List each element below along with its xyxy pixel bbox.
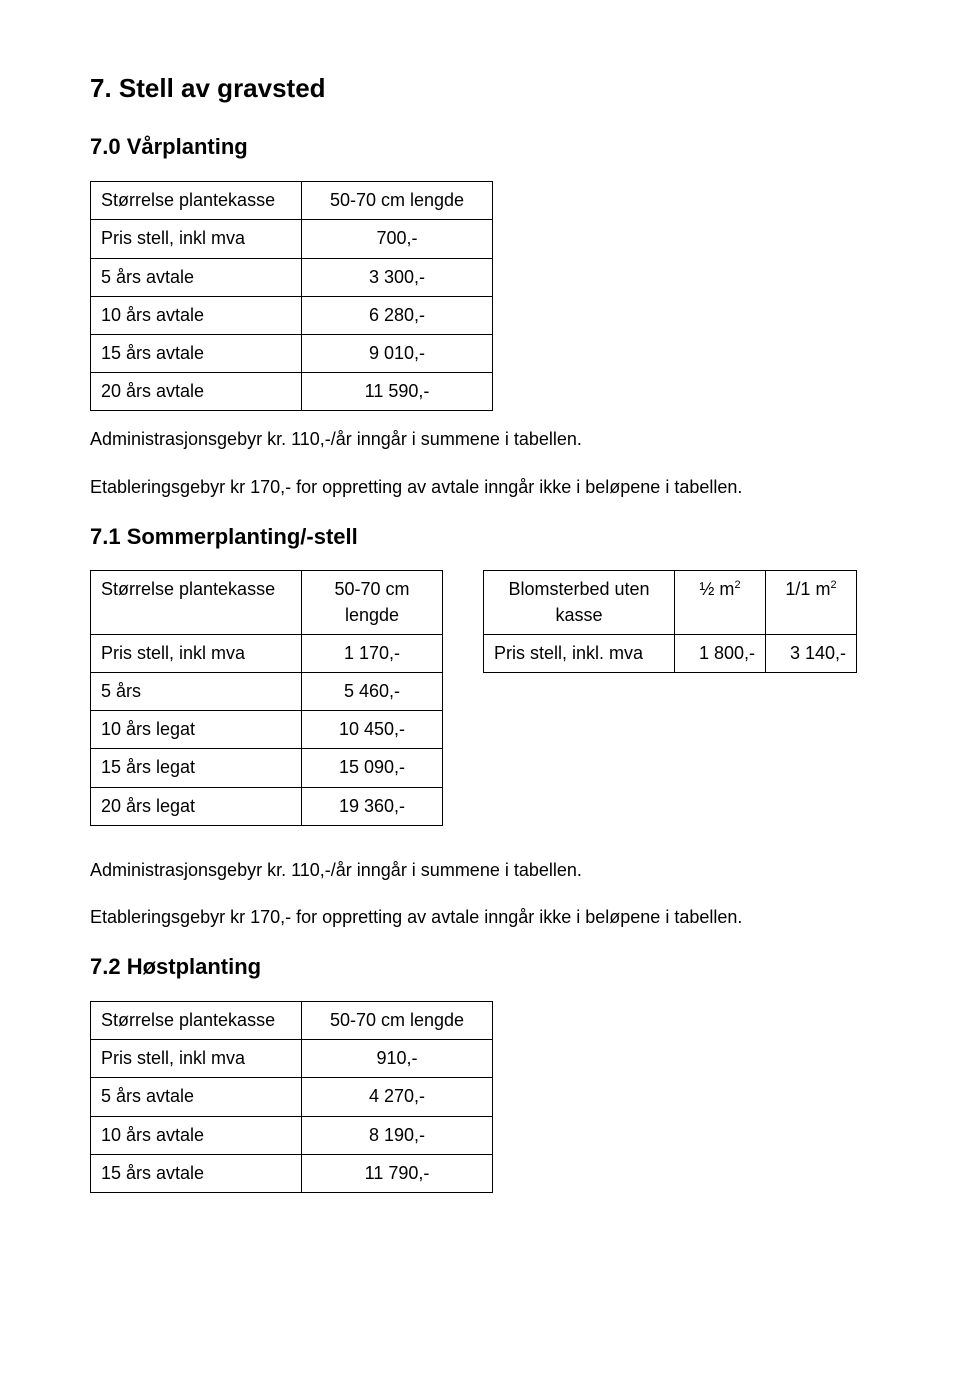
cell-value: 1 170,- xyxy=(302,634,443,672)
cell-header: 1/1 m2 xyxy=(766,571,857,634)
table-row: Blomsterbed uten kasse ½ m2 1/1 m2 xyxy=(484,571,857,634)
cell-label: 10 års legat xyxy=(91,711,302,749)
cell-value: 50-70 cm lengde xyxy=(302,571,443,634)
cell-value: 11 590,- xyxy=(302,373,493,411)
cell-label: 15 års avtale xyxy=(91,334,302,372)
cell-label: Pris stell, inkl mva xyxy=(91,1040,302,1078)
table-row: Pris stell, inkl mva 910,- xyxy=(91,1040,493,1078)
table-row: 15 års legat 15 090,- xyxy=(91,749,443,787)
table-row: 5 års 5 460,- xyxy=(91,673,443,711)
superscript-2: 2 xyxy=(734,579,740,591)
cell-value: 5 460,- xyxy=(302,673,443,711)
cell-value: 10 450,- xyxy=(302,711,443,749)
table-7-1-a: Størrelse plantekasse 50-70 cm lengde Pr… xyxy=(90,570,443,825)
cell-value: 8 190,- xyxy=(302,1116,493,1154)
cell-label: 20 års legat xyxy=(91,787,302,825)
table-group-7-1: Størrelse plantekasse 50-70 cm lengde Pr… xyxy=(90,570,870,841)
note-admin-fee-7-1: Administrasjonsgebyr kr. 110,-/år inngår… xyxy=(90,858,870,883)
cell-label: Pris stell, inkl mva xyxy=(91,634,302,672)
header-full-m: 1/1 m xyxy=(785,579,830,599)
table-row: Størrelse plantekasse 50-70 cm lengde xyxy=(91,571,443,634)
table-row: 15 års avtale 11 790,- xyxy=(91,1154,493,1192)
cell-label: 20 års avtale xyxy=(91,373,302,411)
table-row: Pris stell, inkl mva 700,- xyxy=(91,220,493,258)
table-row: 10 års avtale 6 280,- xyxy=(91,296,493,334)
cell-label: Pris stell, inkl mva xyxy=(91,220,302,258)
cell-label: 10 års avtale xyxy=(91,296,302,334)
subsection-title-7-2: 7.2 Høstplanting xyxy=(90,952,870,983)
cell-value: 6 280,- xyxy=(302,296,493,334)
cell-label: 5 års xyxy=(91,673,302,711)
header-half-m: ½ m xyxy=(699,579,734,599)
cell-value: 50-70 cm lengde xyxy=(302,1001,493,1039)
table-7-0: Størrelse plantekasse 50-70 cm lengde Pr… xyxy=(90,181,493,411)
cell-value: 910,- xyxy=(302,1040,493,1078)
cell-value: 1 800,- xyxy=(675,634,766,672)
cell-label: Størrelse plantekasse xyxy=(91,1001,302,1039)
cell-label: 10 års avtale xyxy=(91,1116,302,1154)
subsection-title-7-0: 7.0 Vårplanting xyxy=(90,132,870,163)
cell-value: 19 360,- xyxy=(302,787,443,825)
table-row: Pris stell, inkl mva 1 170,- xyxy=(91,634,443,672)
table-7-2: Størrelse plantekasse 50-70 cm lengde Pr… xyxy=(90,1001,493,1193)
cell-label: 15 års avtale xyxy=(91,1154,302,1192)
cell-label: Størrelse plantekasse xyxy=(91,571,302,634)
cell-value: 15 090,- xyxy=(302,749,443,787)
cell-value: 3 140,- xyxy=(766,634,857,672)
cell-value: 700,- xyxy=(302,220,493,258)
cell-header: ½ m2 xyxy=(675,571,766,634)
note-establish-fee-7-0: Etableringsgebyr kr 170,- for oppretting… xyxy=(90,475,870,500)
subsection-title-7-1: 7.1 Sommerplanting/-stell xyxy=(90,522,870,553)
cell-label: 5 års avtale xyxy=(91,1078,302,1116)
table-row: 5 års avtale 3 300,- xyxy=(91,258,493,296)
cell-label: 5 års avtale xyxy=(91,258,302,296)
cell-label: 15 års legat xyxy=(91,749,302,787)
table-row: Pris stell, inkl. mva 1 800,- 3 140,- xyxy=(484,634,857,672)
table-row: 20 års avtale 11 590,- xyxy=(91,373,493,411)
table-7-1-b: Blomsterbed uten kasse ½ m2 1/1 m2 Pris … xyxy=(483,570,857,673)
table-row: 10 års legat 10 450,- xyxy=(91,711,443,749)
superscript-2: 2 xyxy=(830,579,836,591)
table-row: 20 års legat 19 360,- xyxy=(91,787,443,825)
cell-label: Størrelse plantekasse xyxy=(91,182,302,220)
cell-value: 11 790,- xyxy=(302,1154,493,1192)
table-row: Størrelse plantekasse 50-70 cm lengde xyxy=(91,182,493,220)
note-admin-fee-7-0: Administrasjonsgebyr kr. 110,-/år inngår… xyxy=(90,427,870,452)
cell-header: Blomsterbed uten kasse xyxy=(484,571,675,634)
table-row: 10 års avtale 8 190,- xyxy=(91,1116,493,1154)
cell-value: 50-70 cm lengde xyxy=(302,182,493,220)
cell-value: 4 270,- xyxy=(302,1078,493,1116)
cell-value: 3 300,- xyxy=(302,258,493,296)
table-row: 5 års avtale 4 270,- xyxy=(91,1078,493,1116)
table-row: 15 års avtale 9 010,- xyxy=(91,334,493,372)
note-establish-fee-7-1: Etableringsgebyr kr 170,- for oppretting… xyxy=(90,905,870,930)
section-title-7: 7. Stell av gravsted xyxy=(90,70,870,106)
cell-label: Pris stell, inkl. mva xyxy=(484,634,675,672)
cell-value: 9 010,- xyxy=(302,334,493,372)
table-row: Størrelse plantekasse 50-70 cm lengde xyxy=(91,1001,493,1039)
